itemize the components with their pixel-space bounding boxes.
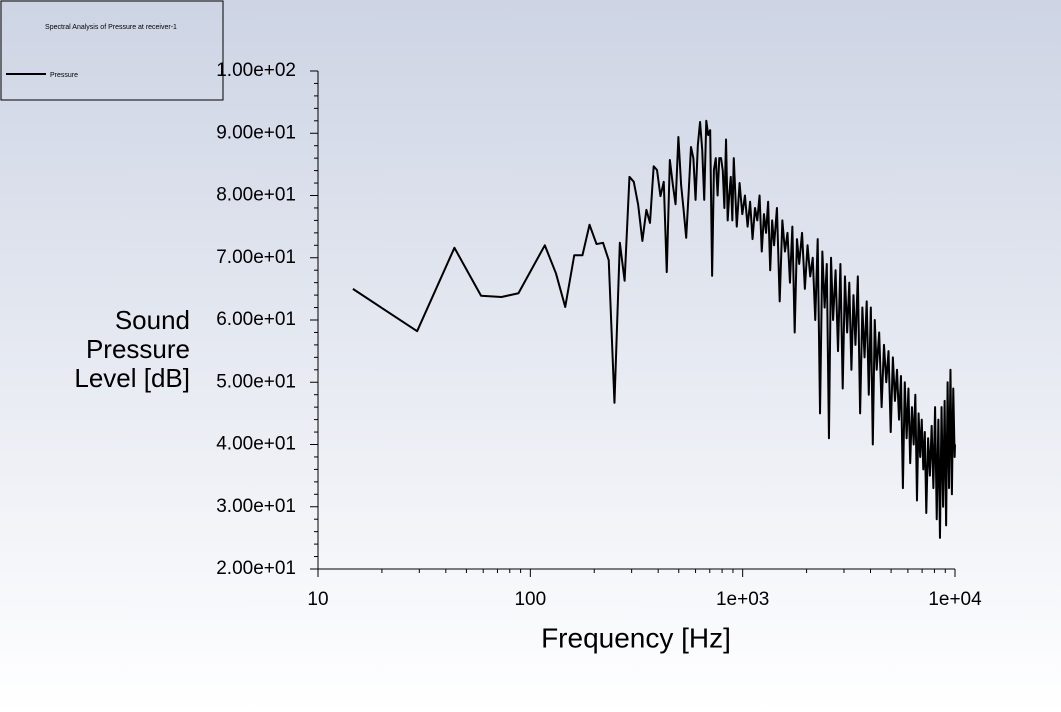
y-tick-label: 9.00e+01 <box>216 122 296 143</box>
y-tick-label: 1.00e+02 <box>216 60 296 81</box>
y-axis-label: Sound Pressure Level [dB] <box>74 305 190 393</box>
legend-title: Spectral Analysis of Pressure at receive… <box>45 24 177 31</box>
x-axis-label: Frequency [Hz] <box>541 622 731 653</box>
y-tick-label: 5.00e+01 <box>216 371 296 392</box>
series-line <box>352 119 956 539</box>
y-tick-label: 8.00e+01 <box>216 185 296 206</box>
y-tick-label: 3.00e+01 <box>216 496 296 517</box>
x-tick-label: 100 <box>514 589 546 610</box>
y-tick-label: 4.00e+01 <box>216 434 296 455</box>
legend-label: Pressure <box>50 72 78 79</box>
x-tick-label: 10 <box>307 589 328 610</box>
x-tick-label: 1e+03 <box>716 589 769 610</box>
y-tick-label: 6.00e+01 <box>216 309 296 330</box>
legend-box <box>0 0 224 101</box>
y-tick-label: 7.00e+01 <box>216 247 296 268</box>
y-tick-label: 2.00e+01 <box>216 558 296 579</box>
x-tick-label: 1e+04 <box>928 589 982 610</box>
